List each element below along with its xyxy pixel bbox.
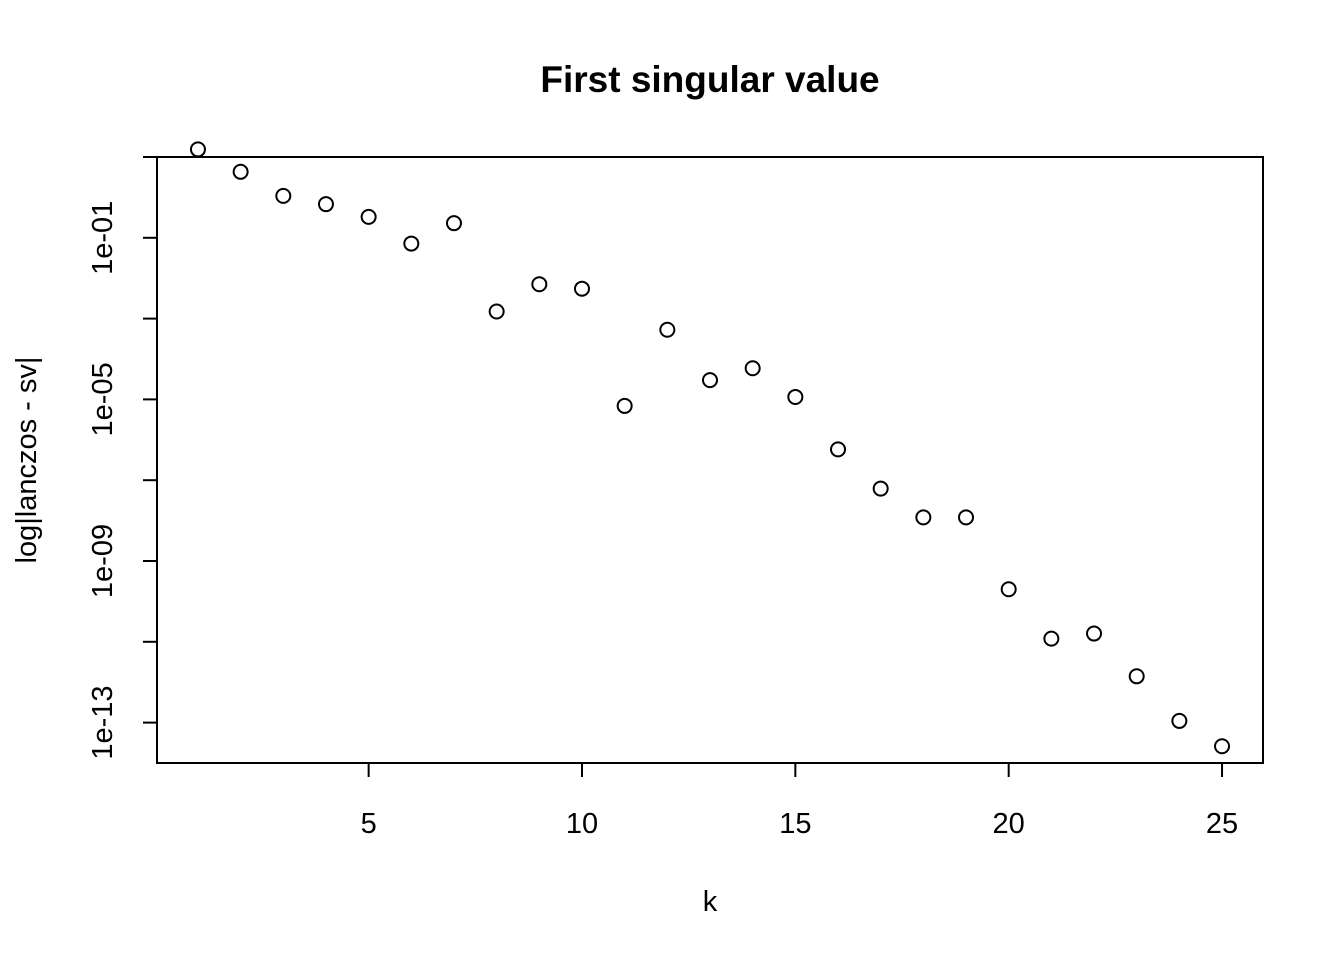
x-tick-label: 10 [566, 808, 598, 840]
data-point [1214, 738, 1231, 755]
data-point [317, 196, 334, 213]
data-point [1043, 630, 1060, 647]
data-point [189, 141, 206, 158]
data-point [958, 509, 975, 526]
x-axis-label: k [703, 886, 718, 918]
y-tick-label: 1e-01 [87, 201, 119, 275]
data-point [915, 509, 932, 526]
data-point [744, 360, 761, 377]
data-point [1128, 668, 1145, 685]
data-point [445, 215, 462, 232]
y-axis-label: log|lanczos - sv| [11, 357, 43, 564]
x-axis: 5 10 15 20 25 [361, 762, 1238, 840]
data-point [830, 441, 847, 458]
x-tick-label: 5 [361, 808, 377, 840]
data-point [360, 208, 377, 225]
data-point [1171, 712, 1188, 729]
data-points [189, 141, 1231, 755]
x-tick-label: 25 [1206, 808, 1238, 840]
x-tick-label: 15 [779, 808, 811, 840]
data-point [403, 235, 420, 252]
plot-frame [156, 156, 1264, 764]
data-point [275, 187, 292, 204]
y-tick-label: 1e-09 [87, 524, 119, 598]
data-point [1086, 625, 1103, 642]
data-point [1000, 581, 1017, 598]
y-axis: 1e-13 1e-09 1e-05 1e-01 [87, 156, 158, 760]
data-point [573, 280, 590, 297]
y-tick-label: 1e-05 [87, 362, 119, 436]
data-point [232, 163, 249, 180]
data-point [531, 276, 548, 293]
data-point [659, 321, 676, 338]
data-point [616, 397, 633, 414]
data-point [702, 372, 718, 389]
y-tick-label: 1e-13 [87, 686, 119, 760]
data-point [488, 303, 505, 320]
data-point [787, 388, 804, 405]
data-point [872, 480, 889, 497]
chart-title: First singular value [540, 59, 879, 100]
x-tick-label: 20 [993, 808, 1025, 840]
